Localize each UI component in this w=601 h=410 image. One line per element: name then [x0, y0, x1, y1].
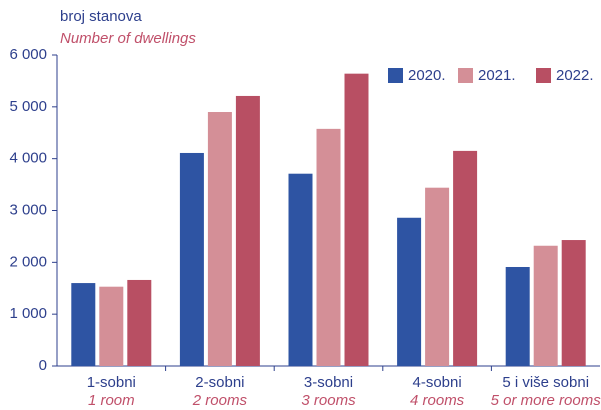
y-axis-title: broj stanova	[60, 8, 142, 25]
bar	[179, 152, 204, 366]
x-tick-label-en: 2 rooms	[192, 392, 248, 409]
bar	[127, 279, 152, 366]
bar	[505, 266, 530, 366]
legend-swatch	[536, 68, 551, 83]
bar	[316, 128, 341, 366]
bar	[425, 187, 450, 366]
x-tick-label: 4-sobni	[412, 374, 461, 391]
bar	[453, 150, 478, 366]
legend-swatch	[458, 68, 473, 83]
y-tick-label: 0	[39, 357, 47, 374]
y-tick-label: 4 000	[9, 150, 47, 167]
bar	[344, 73, 369, 366]
x-tick-label: 2-sobni	[195, 374, 244, 391]
x-tick-label: 5 i više sobni	[502, 374, 589, 391]
legend-label: 2022.	[556, 67, 594, 84]
y-tick-label: 5 000	[9, 98, 47, 115]
x-tick-label-en: 3 rooms	[301, 392, 356, 409]
y-axis-title-en: Number of dwellings	[60, 30, 196, 47]
bar	[99, 286, 124, 366]
y-tick-label: 1 000	[9, 305, 47, 322]
x-tick-label-en: 5 or more rooms	[491, 392, 601, 409]
x-tick-label-en: 1 room	[88, 392, 135, 409]
bar	[207, 112, 232, 367]
legend-swatch	[388, 68, 403, 83]
x-tick-label: 1-sobni	[87, 374, 136, 391]
legend-label: 2021.	[478, 67, 516, 84]
y-tick-label: 3 000	[9, 201, 47, 218]
bar	[561, 240, 586, 366]
bar	[288, 173, 313, 366]
y-tick-label: 6 000	[9, 46, 47, 63]
bar	[533, 245, 558, 366]
y-tick-label: 2 000	[9, 253, 47, 270]
bar	[235, 95, 260, 366]
x-tick-label-en: 4 rooms	[410, 392, 465, 409]
legend-label: 2020.	[408, 67, 446, 84]
x-tick-label: 3-sobni	[304, 374, 353, 391]
bar	[397, 217, 422, 366]
bar	[71, 283, 96, 366]
